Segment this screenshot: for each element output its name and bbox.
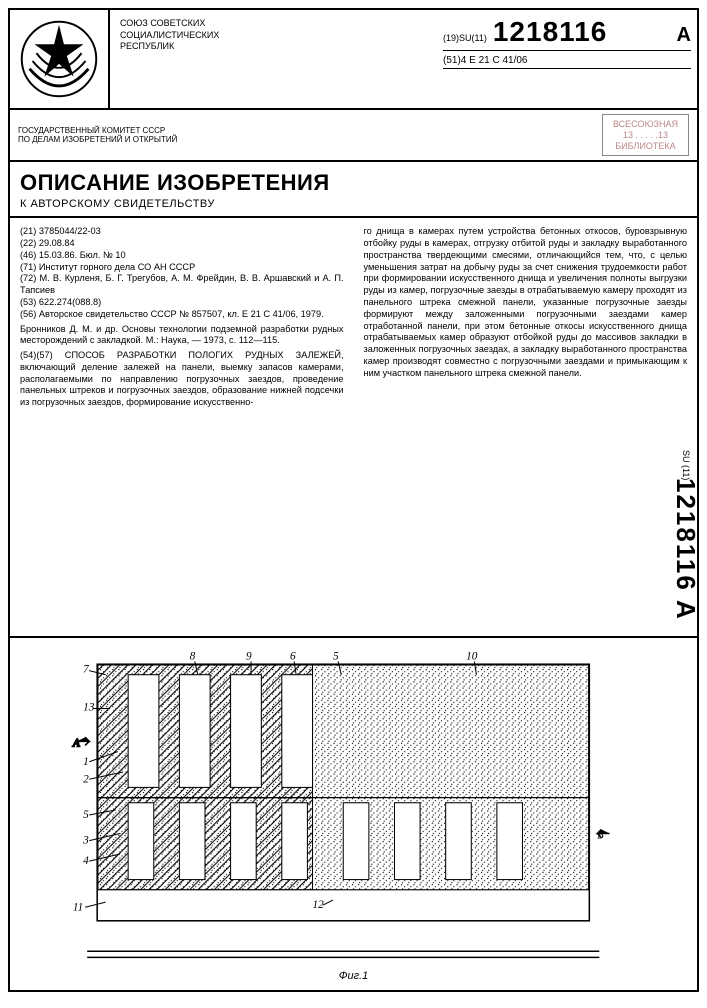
emblem-icon: [10, 10, 108, 108]
side-prefix: SU (11): [681, 450, 691, 480]
field-53: (53) 622.274(088.8): [20, 297, 344, 309]
field-72: (72) М. В. Курленя, Б. Г. Трегубов, А. М…: [20, 273, 344, 297]
state-emblem: [10, 10, 110, 108]
figure-svg: 7 13 А 1 2 5 3 4 11 8 9 6 5 10 Б 12 А: [16, 644, 691, 982]
svg-text:5: 5: [333, 651, 339, 663]
stamp-l2: 13 . . . . .13: [613, 130, 678, 141]
committee-text: ГОСУДАРСТВЕННЫЙ КОМИТЕТ СССР ПО ДЕЛАМ ИЗ…: [18, 126, 177, 144]
field-56: (56) Авторское свидетельство СССР № 8575…: [20, 309, 344, 321]
pub-number: 1218116: [493, 16, 607, 48]
field-71: (71) Институт горного дела СО АН СССР: [20, 262, 344, 274]
stamp-l1: ВСЕСОЮЗНАЯ: [613, 119, 678, 130]
field-22: (22) 29.08.84: [20, 238, 344, 250]
field-21: (21) 3785044/22-03: [20, 226, 344, 238]
page-frame: СОЮЗ СОВЕТСКИХ СОЦИАЛИСТИЧЕСКИХ РЕСПУБЛИ…: [8, 8, 699, 992]
committee-row: ГОСУДАРСТВЕННЫЙ КОМИТЕТ СССР ПО ДЕЛАМ ИЗ…: [10, 110, 697, 162]
figure: 7 13 А 1 2 5 3 4 11 8 9 6 5 10 Б 12 А: [10, 638, 697, 988]
body: (21) 3785044/22-03 (22) 29.08.84 (46) 15…: [10, 218, 697, 638]
header-pub: (19)SU(11) 1218116 A (51)4 E 21 C 41/06: [437, 10, 697, 108]
library-stamp: ВСЕСОЮЗНАЯ 13 . . . . .13 БИБЛИОТЕКА: [602, 114, 689, 156]
title-block: ОПИСАНИЕ ИЗОБРЕТЕНИЯ К АВТОРСКОМУ СВИДЕТ…: [10, 162, 697, 218]
svg-text:12: 12: [313, 900, 325, 912]
header-union: СОЮЗ СОВЕТСКИХ СОЦИАЛИСТИЧЕСКИХ РЕСПУБЛИ…: [110, 10, 437, 108]
side-pub-number: 1218116 A: [670, 478, 701, 621]
svg-text:3: 3: [82, 835, 89, 847]
column-left: (21) 3785044/22-03 (22) 29.08.84 (46) 15…: [10, 218, 354, 636]
svg-text:4: 4: [83, 856, 89, 868]
column-right: го днища в камерах путем устройства бето…: [354, 218, 698, 636]
field-5457: (54)(57) СПОСОБ РАЗРАБОТКИ ПОЛОГИХ РУДНЫ…: [20, 350, 344, 409]
svg-text:7: 7: [83, 664, 90, 676]
pub-kind: A: [677, 24, 691, 47]
pub-prefix: (19)SU(11): [443, 33, 487, 43]
svg-text:11: 11: [73, 902, 83, 914]
figure-caption: Фиг.1: [339, 970, 368, 982]
union-line2: СОЦИАЛИСТИЧЕСКИХ: [120, 30, 427, 42]
union-line3: РЕСПУБЛИК: [120, 41, 427, 53]
committee-l1: ГОСУДАРСТВЕННЫЙ КОМИТЕТ СССР: [18, 126, 177, 135]
svg-text:9: 9: [246, 651, 252, 663]
abstract-text: го днища в камерах путем устройства бето…: [364, 226, 688, 379]
ipc-code: (51)4 E 21 C 41/06: [443, 55, 691, 69]
svg-text:6: 6: [290, 651, 296, 663]
header: СОЮЗ СОВЕТСКИХ СОЦИАЛИСТИЧЕСКИХ РЕСПУБЛИ…: [10, 10, 697, 110]
side-label-box: SU (11) 1218116 A: [669, 438, 699, 938]
svg-text:А: А: [72, 738, 80, 750]
svg-text:13: 13: [83, 702, 95, 714]
stamp-l3: БИБЛИОТЕКА: [613, 141, 678, 152]
svg-text:8: 8: [190, 651, 196, 663]
svg-text:10: 10: [466, 651, 478, 663]
svg-text:2: 2: [83, 774, 89, 786]
title-main: ОПИСАНИЕ ИЗОБРЕТЕНИЯ: [20, 170, 687, 196]
committee-l2: ПО ДЕЛАМ ИЗОБРЕТЕНИЙ И ОТКРЫТИЙ: [18, 135, 177, 144]
field-46: (46) 15.03.86. Бюл. № 10: [20, 250, 344, 262]
svg-text:1: 1: [83, 756, 89, 768]
union-line1: СОЮЗ СОВЕТСКИХ: [120, 18, 427, 30]
reference: Бронников Д. М. и др. Основы технологии …: [20, 324, 344, 348]
title-sub: К АВТОРСКОМУ СВИДЕТЕЛЬСТВУ: [20, 198, 687, 210]
svg-text:5: 5: [83, 810, 89, 822]
